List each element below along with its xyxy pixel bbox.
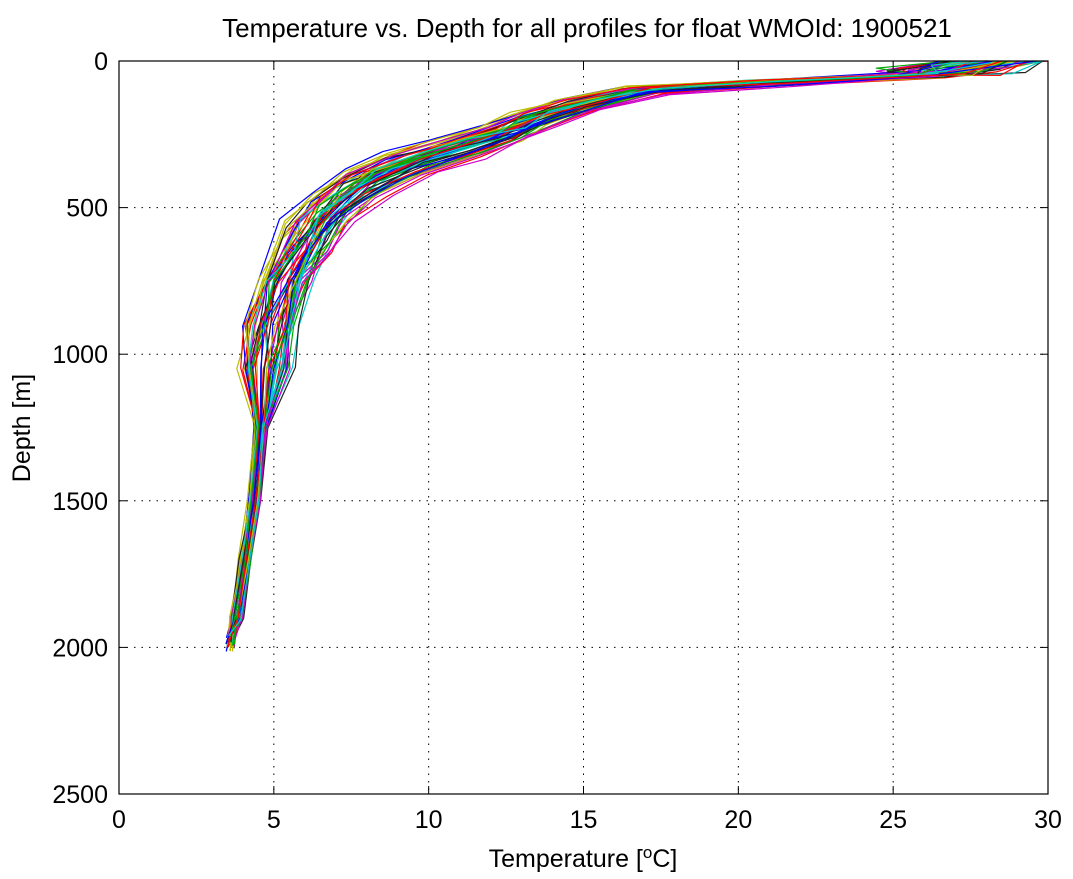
profile-line (231, 60, 1043, 638)
profile-line (229, 60, 1044, 651)
profile-line (232, 60, 993, 639)
y-tick-label: 500 (66, 195, 108, 223)
y-tick-label: 1000 (52, 341, 108, 369)
profile-line (229, 60, 959, 643)
profile-line (233, 60, 951, 639)
profile-line (227, 60, 973, 646)
profile-line (227, 60, 1044, 640)
profile-line (229, 60, 965, 645)
profile-line (228, 60, 1002, 642)
profile-line (231, 60, 999, 637)
profile-line (225, 60, 1013, 652)
y-tick-label: 2000 (52, 634, 108, 662)
y-axis-label: Depth [m] (8, 374, 36, 482)
x-axis-label-superscript: o (643, 843, 652, 862)
y-tick-label: 1500 (52, 488, 108, 516)
profile-line (225, 60, 984, 651)
profile-line (232, 60, 992, 641)
profile-line (228, 60, 955, 643)
profile-line (229, 60, 987, 646)
profile-lines (225, 60, 1048, 652)
profile-line (227, 60, 967, 642)
profile-line (230, 60, 1019, 644)
x-axis-label: Temperature [oC] (489, 843, 678, 873)
profile-line (231, 60, 1008, 646)
profile-line (225, 60, 1037, 645)
profile-line (229, 60, 997, 637)
profile-line (231, 60, 1018, 652)
profile-line (233, 60, 951, 635)
profile-line (226, 60, 1004, 642)
profile-line (226, 60, 987, 642)
x-tick-label: 10 (415, 806, 443, 834)
profile-line (233, 60, 1039, 637)
profile-line (225, 60, 975, 643)
profile-line (231, 60, 1029, 647)
profile-line (229, 60, 1009, 644)
x-tick-label: 15 (570, 806, 598, 834)
profile-line (234, 60, 963, 640)
profile-line (226, 60, 986, 646)
axis-ticks: 0 5 10 15 20 25 30 0 500 1000 1500 2000 2500 (52, 48, 1062, 834)
profile-line (229, 60, 941, 638)
chart-title: Temperature vs. Depth for all profiles f… (222, 13, 952, 43)
profile-line (230, 60, 949, 642)
x-tick-label: 30 (1034, 806, 1062, 834)
profile-line (233, 60, 1008, 645)
profile-line (229, 60, 998, 642)
profile-line (227, 60, 946, 643)
y-tick-label: 0 (94, 48, 108, 76)
profile-line (228, 60, 959, 644)
x-tick-label: 0 (112, 806, 126, 834)
x-tick-label: 5 (267, 806, 281, 834)
y-tick-label: 2500 (52, 781, 108, 809)
profile-line (230, 60, 987, 637)
profile-line (229, 60, 996, 642)
profile-line (227, 60, 1008, 643)
x-axis-label-unit: C] (652, 845, 677, 873)
profile-line (227, 60, 1048, 639)
x-axis-label-main: Temperature [ (489, 845, 643, 873)
profile-line (229, 60, 996, 652)
profile-line (226, 60, 994, 645)
profile-line (226, 60, 943, 645)
profile-line (231, 60, 1043, 638)
profile-line (225, 60, 963, 645)
profile-line (226, 60, 975, 642)
profile-line (229, 60, 981, 645)
profile-line (228, 60, 1004, 635)
x-tick-label: 20 (724, 806, 752, 834)
profile-line (225, 60, 972, 639)
profile-line (233, 60, 966, 646)
profile-line (228, 60, 1021, 636)
profile-line (226, 60, 1027, 648)
profile-line (227, 60, 941, 637)
x-tick-label: 25 (879, 806, 907, 834)
profile-line (227, 60, 1001, 636)
profile-line (228, 60, 971, 636)
profile-line (231, 60, 1001, 644)
